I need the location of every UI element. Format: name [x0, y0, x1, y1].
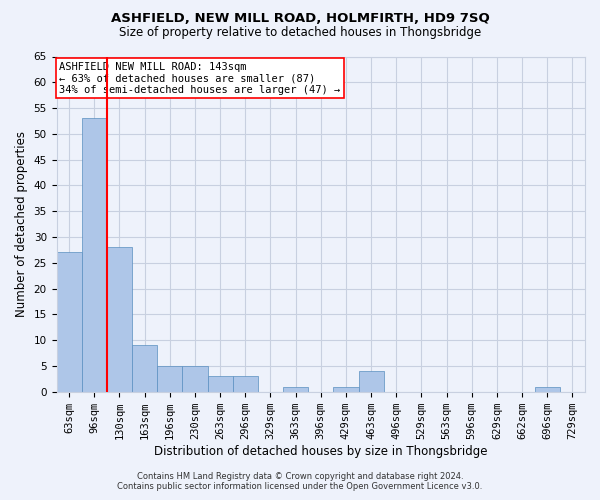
Bar	[132, 346, 157, 392]
Bar	[334, 386, 359, 392]
Bar	[208, 376, 233, 392]
Text: ASHFIELD NEW MILL ROAD: 143sqm
← 63% of detached houses are smaller (87)
34% of : ASHFIELD NEW MILL ROAD: 143sqm ← 63% of …	[59, 62, 340, 94]
Bar	[359, 371, 383, 392]
Bar	[233, 376, 258, 392]
Text: Contains HM Land Registry data © Crown copyright and database right 2024.
Contai: Contains HM Land Registry data © Crown c…	[118, 472, 482, 491]
X-axis label: Distribution of detached houses by size in Thongsbridge: Distribution of detached houses by size …	[154, 444, 488, 458]
Text: ASHFIELD, NEW MILL ROAD, HOLMFIRTH, HD9 7SQ: ASHFIELD, NEW MILL ROAD, HOLMFIRTH, HD9 …	[110, 12, 490, 26]
Y-axis label: Number of detached properties: Number of detached properties	[15, 131, 28, 317]
Bar	[82, 118, 107, 392]
Bar	[283, 386, 308, 392]
Bar	[107, 248, 132, 392]
Text: Size of property relative to detached houses in Thongsbridge: Size of property relative to detached ho…	[119, 26, 481, 39]
Bar	[157, 366, 182, 392]
Bar	[535, 386, 560, 392]
Bar	[182, 366, 208, 392]
Bar	[56, 252, 82, 392]
